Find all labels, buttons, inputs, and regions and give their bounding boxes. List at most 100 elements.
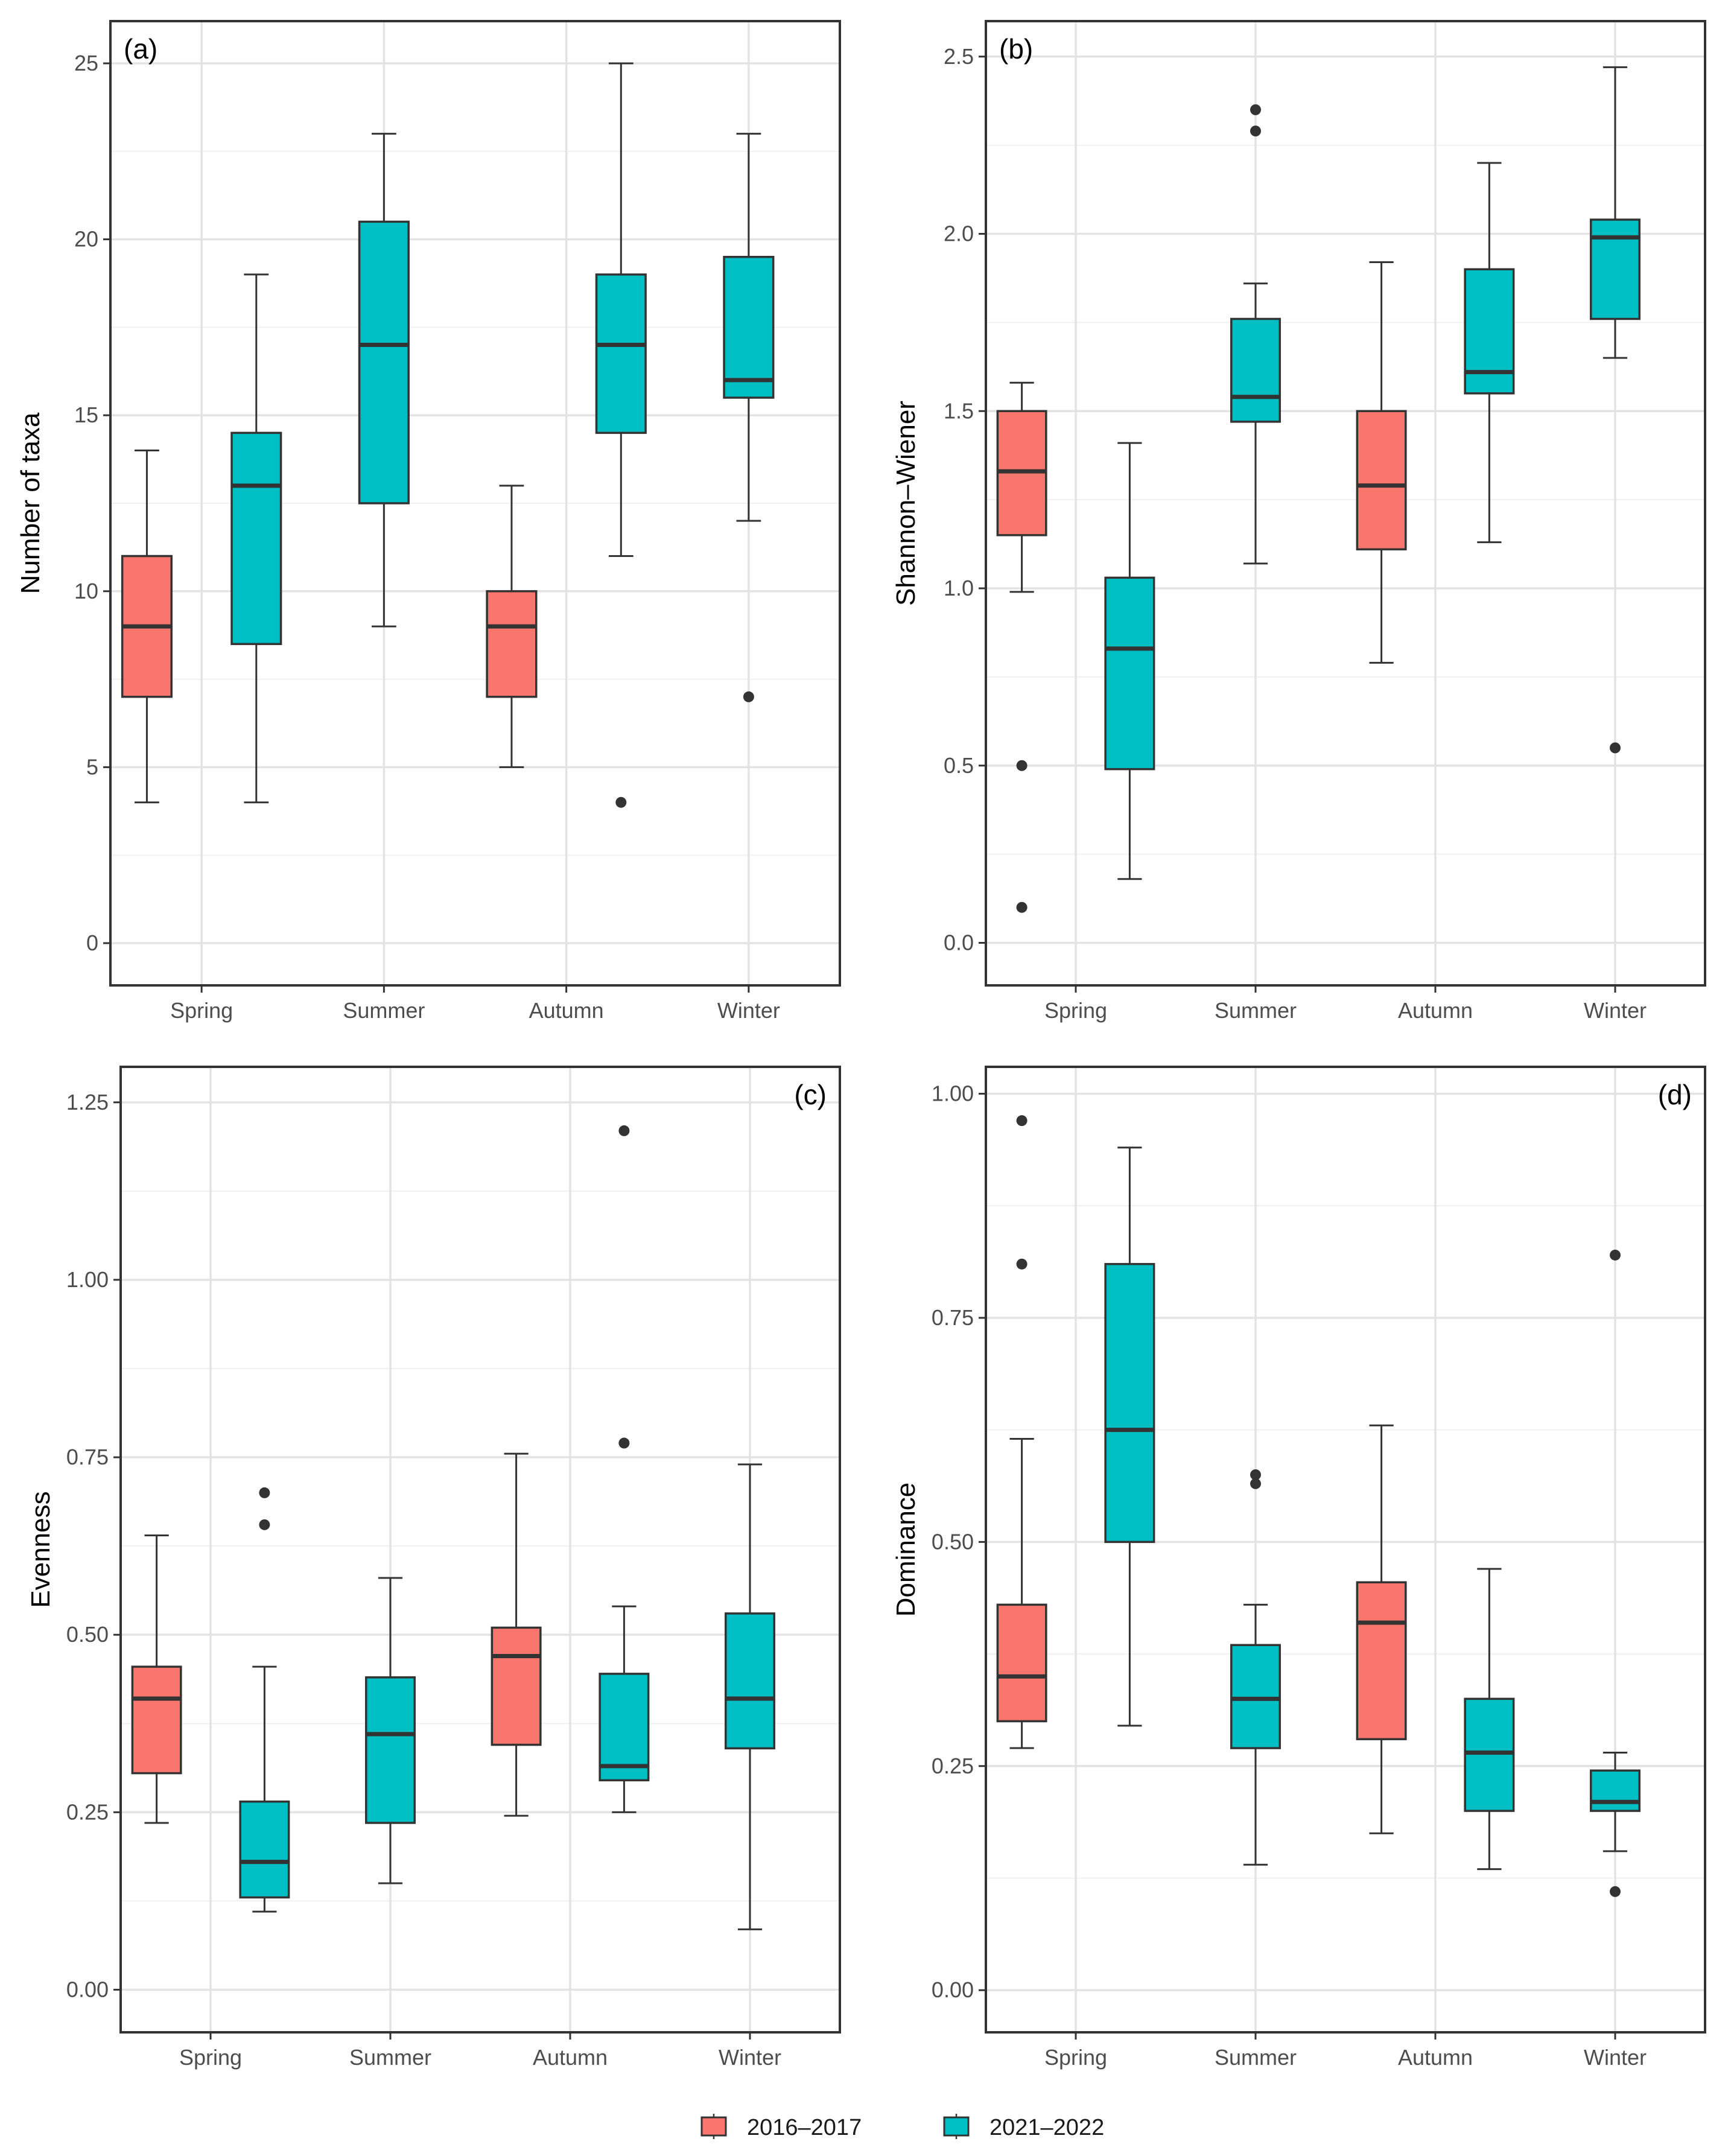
outlier-point xyxy=(259,1519,270,1530)
outlier-point xyxy=(1016,1258,1027,1270)
box-spring-2016-2017 xyxy=(996,381,1047,913)
outlier-point xyxy=(1016,1115,1027,1127)
box-autumn-2021-2022 xyxy=(1464,162,1515,544)
box-iqr xyxy=(365,1676,416,1824)
outlier-point xyxy=(1016,902,1027,913)
box-iqr xyxy=(239,1800,290,1899)
legend-label-2016-2017: 2016–2017 xyxy=(747,2115,862,2140)
x-tick-label-autumn: Autumn xyxy=(533,2045,608,2070)
box-spring-2016-2017 xyxy=(131,1534,182,1824)
box-autumn-2016-2017 xyxy=(486,485,538,768)
box-iqr xyxy=(1104,1263,1155,1544)
legend-key-2021-2022 xyxy=(943,2116,970,2137)
box-iqr xyxy=(1464,268,1515,395)
panel-d: 0.00 0.25 0.50 0.75 1.00 Spring Summer Autumn Wi… xyxy=(891,1066,1706,2070)
y-axis-title: Shannon–Wiener xyxy=(891,401,921,606)
x-tick-label-winter: Winter xyxy=(717,998,780,1023)
y-tick-label: 10 xyxy=(74,579,98,603)
y-tick-label: 1.5 xyxy=(944,398,974,423)
panel-border xyxy=(985,20,1706,987)
box-winter-2021-2022 xyxy=(1590,66,1640,754)
y-tick-label: 1.00 xyxy=(932,1081,974,1106)
legend: 2016–2017 2021–2022 xyxy=(700,2114,1104,2140)
box-summer-2021-2022 xyxy=(358,133,410,628)
box-iqr xyxy=(996,1603,1047,1723)
y-tick-label: 20 xyxy=(74,227,98,252)
box-iqr xyxy=(725,1612,775,1750)
y-tick-label: 1.0 xyxy=(944,576,974,600)
x-tick-label-autumn: Autumn xyxy=(1398,2045,1473,2070)
panel-label: (a) xyxy=(124,33,157,65)
legend-label-2021-2022: 2021–2022 xyxy=(989,2115,1104,2140)
box-iqr xyxy=(1230,1644,1281,1749)
box-autumn-2021-2022 xyxy=(599,1125,650,1813)
box-iqr xyxy=(358,220,410,504)
y-axis-title: Dominance xyxy=(891,1483,921,1617)
outlier-point xyxy=(1016,760,1027,771)
x-tick-label-winter: Winter xyxy=(719,2045,781,2070)
box-iqr xyxy=(486,590,538,698)
outlier-point xyxy=(618,1125,630,1136)
y-tick-label: 0.25 xyxy=(66,1799,109,1824)
outlier-point xyxy=(1250,104,1261,115)
y-tick-label: 0 xyxy=(86,930,98,955)
y-tick-label: 0.50 xyxy=(66,1622,109,1647)
panel-border xyxy=(985,1066,1706,2034)
y-tick-label: 0.00 xyxy=(932,1977,974,2002)
panel-label: (b) xyxy=(999,33,1033,65)
y-tick-label: 1.25 xyxy=(66,1090,109,1115)
y-tick-label: 0.50 xyxy=(932,1529,974,1554)
box-spring-2021-2022 xyxy=(230,273,282,804)
outlier-point xyxy=(1250,1478,1261,1489)
box-iqr xyxy=(599,1673,650,1782)
x-tick-label-summer: Summer xyxy=(349,2045,431,2070)
x-tick-label-summer: Summer xyxy=(1215,2045,1297,2070)
y-tick-label: 2.5 xyxy=(944,44,974,69)
y-tick-label: 25 xyxy=(74,51,98,75)
outlier-point xyxy=(1610,1249,1621,1261)
x-tick-label-winter: Winter xyxy=(1584,2045,1647,2070)
y-axis-title: Number of taxa xyxy=(16,412,45,594)
box-iqr xyxy=(1230,317,1281,423)
panel-label: (d) xyxy=(1658,1079,1692,1110)
x-tick-label-spring: Spring xyxy=(179,2045,242,2070)
y-tick-label: 0.0 xyxy=(944,930,974,955)
y-tick-label: 0.25 xyxy=(932,1754,974,1778)
panel-c: 0.00 0.25 0.50 0.75 1.00 1.25 Spring Summer Autu… xyxy=(26,1066,841,2070)
x-tick-label-summer: Summer xyxy=(343,998,425,1023)
box-iqr xyxy=(723,256,775,399)
box-autumn-2021-2022 xyxy=(1464,1568,1515,1871)
panel-border xyxy=(119,1066,841,2034)
outlier-point xyxy=(1610,1886,1621,1897)
box-autumn-2016-2017 xyxy=(1356,261,1407,664)
box-winter-2021-2022 xyxy=(1590,1249,1640,1897)
box-summer-2021-2022 xyxy=(365,1577,416,1884)
box-iqr xyxy=(1590,1769,1640,1812)
box-iqr xyxy=(131,1665,182,1775)
outlier-point xyxy=(1610,742,1621,754)
outlier-point xyxy=(259,1487,270,1498)
outlier-point xyxy=(1250,126,1261,137)
x-tick-label-spring: Spring xyxy=(1044,2045,1107,2070)
box-iqr xyxy=(1464,1697,1515,1812)
box-spring-2021-2022 xyxy=(239,1487,290,1913)
box-autumn-2016-2017 xyxy=(491,1452,542,1817)
panel-a: 0 5 10 15 20 25 Spring Summer Autumn Winter Number… xyxy=(16,20,841,1023)
y-axis-title: Evenness xyxy=(26,1491,56,1607)
box-iqr xyxy=(1356,410,1407,551)
y-tick-label: 5 xyxy=(86,754,98,779)
box-winter-2021-2022 xyxy=(723,133,775,702)
box-iqr xyxy=(1104,576,1155,771)
legend-item-2021-2022: 2021–2022 xyxy=(943,2114,1104,2140)
y-tick-label: 0.75 xyxy=(932,1305,974,1330)
box-iqr xyxy=(230,431,282,646)
outlier-point xyxy=(618,1437,630,1449)
outlier-point xyxy=(615,797,627,808)
outlier-point xyxy=(743,691,754,702)
box-iqr xyxy=(595,273,647,434)
box-iqr xyxy=(1590,218,1640,320)
panel-b: 0.0 0.5 1.0 1.5 2.0 2.5 Spring Summer Autumn Wint… xyxy=(891,20,1706,1023)
x-tick-label-autumn: Autumn xyxy=(1398,998,1473,1023)
panel-label: (c) xyxy=(794,1079,827,1110)
x-tick-label-winter: Winter xyxy=(1584,998,1647,1023)
